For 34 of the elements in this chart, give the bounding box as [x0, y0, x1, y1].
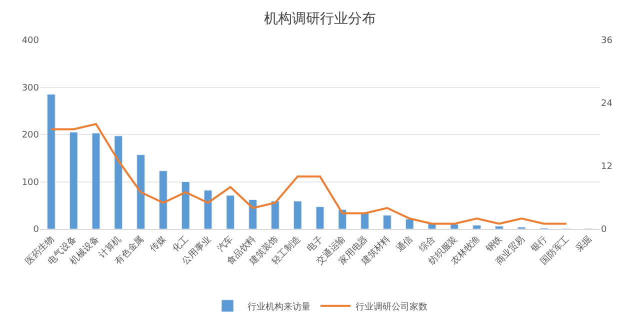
bar: [293, 200, 302, 229]
bar: [271, 200, 280, 229]
bar: [159, 170, 168, 229]
bar: [495, 226, 504, 229]
y-tick-label: 100: [22, 178, 40, 188]
y-tick-label: 200: [22, 130, 40, 141]
bar: [69, 132, 78, 229]
legend-label: 行业机构来访量: [248, 301, 310, 312]
y2-tick-label: 0: [601, 225, 607, 236]
bar: [181, 182, 190, 229]
bar: [226, 195, 235, 229]
bar: [248, 199, 257, 229]
x-tick-label: 传媒: [148, 234, 169, 254]
bar: [114, 136, 123, 229]
bar: [316, 206, 324, 229]
legend-label: 行业调研公司家数: [356, 301, 428, 312]
bar: [383, 215, 392, 229]
y2-tick-label: 12: [601, 162, 612, 172]
bar: [360, 212, 369, 229]
x-tick-label: 通信: [394, 234, 415, 254]
y2-tick-label: 36: [601, 36, 613, 46]
bar: [204, 190, 212, 229]
y2-tick-label: 24: [601, 99, 613, 110]
chart-title: 机构调研行业分布: [264, 11, 376, 28]
bar: [472, 224, 481, 229]
bar: [47, 94, 56, 229]
y-tick-label: 300: [22, 83, 40, 94]
y-tick-label: 0: [33, 225, 40, 236]
bar: [405, 218, 414, 229]
line-series: [50, 123, 568, 225]
bar: [136, 154, 145, 229]
bar: [92, 132, 100, 229]
y-tick-label: 400: [22, 36, 40, 46]
x-tick-label: 采掘: [574, 234, 594, 254]
